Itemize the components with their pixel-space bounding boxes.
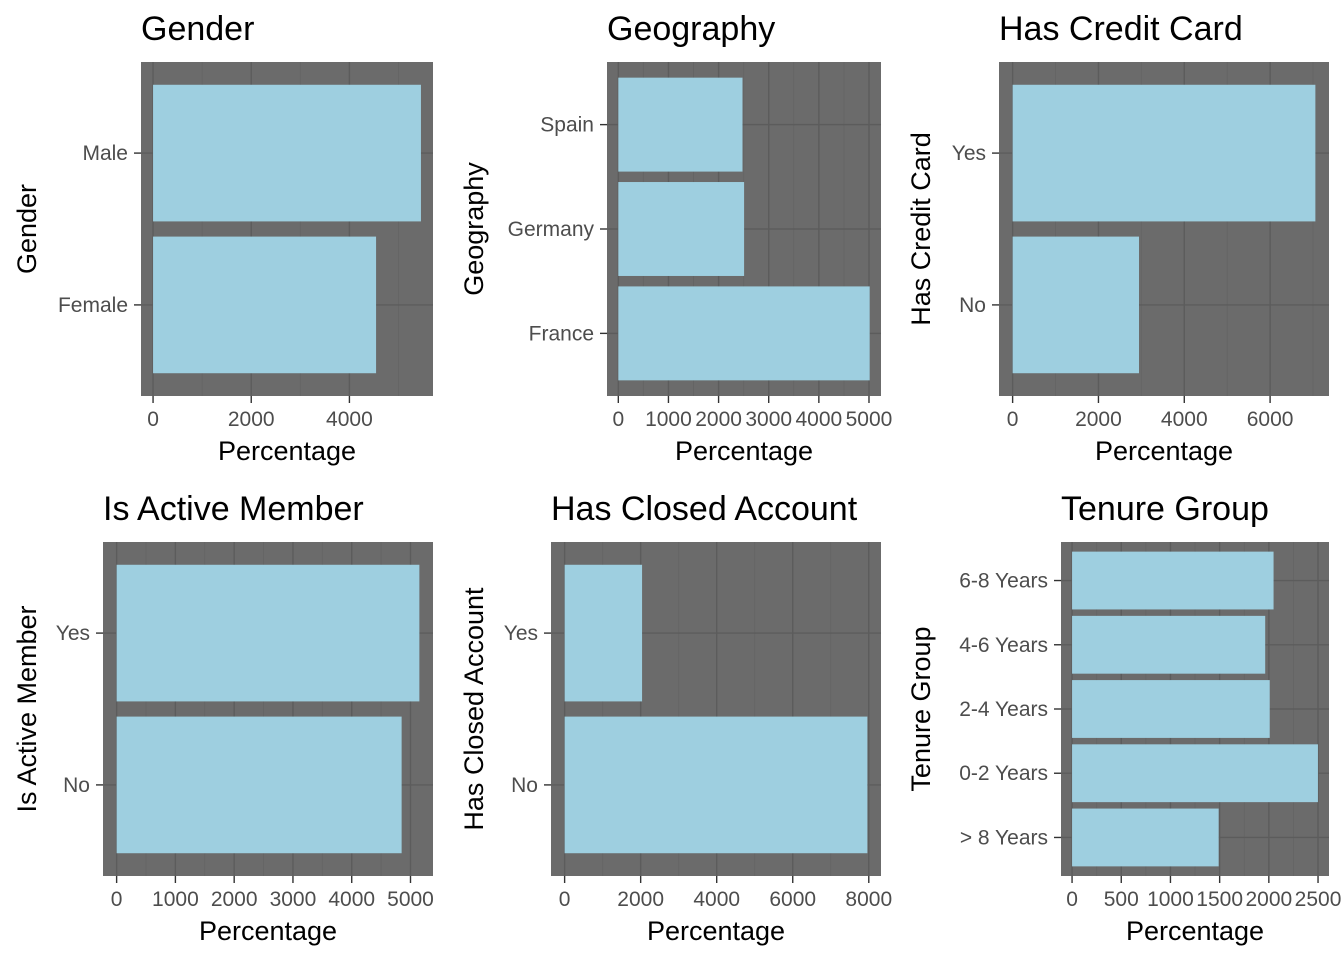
bar-2-4-years [1072,680,1270,738]
y-tick-label: No [63,774,90,797]
y-tick-label: France [529,322,594,345]
x-tick-label: 0 [147,408,159,431]
chart-panel-gender: Female Male 0 2000 4000 Gender Percentage Gende… [12,10,433,466]
bar-0-2-years [1072,744,1318,803]
bar-no [1012,236,1140,374]
y-tick-label: Yes [952,142,986,165]
y-tick-label: Male [82,142,128,165]
bar-yes [564,564,643,702]
x-tick-label: 2000 [695,408,742,431]
x-axis-title: Percentage [1126,916,1264,946]
x-tick-label: 4000 [795,408,842,431]
chart-title: Is Active Member [103,490,364,528]
x-tick-label: 0 [559,888,571,911]
chart-panel-has-credit-card: No Yes 0 2000 4000 6000 Has Credit Card Percent… [906,10,1329,466]
x-tick-label: 2000 [228,408,275,431]
x-tick-label: 3000 [745,408,792,431]
x-tick-label: 1000 [152,888,199,911]
chart-title: Geography [607,10,775,48]
bar-male [153,84,421,222]
chart-panel-has-closed-account: No Yes 0 2000 4000 6000 8000 Has Closed Account… [459,490,892,946]
bar-spain [618,77,743,172]
x-axis-title: Percentage [199,916,337,946]
x-tick-label: 4000 [693,888,740,911]
y-tick-label: No [959,294,986,317]
chart-title: Has Credit Card [999,10,1243,48]
chart-title: Tenure Group [1061,490,1269,528]
x-tick-label: 500 [1104,888,1139,911]
x-tick-label: 8000 [845,888,892,911]
chart-panel-geography: France Germany Spain 0 1000 2000 3000 4000 5000 G… [459,10,892,466]
y-axis-title: Has Credit Card [906,132,936,326]
x-tick-label: 4000 [328,888,375,911]
y-tick-label: 0-2 Years [959,762,1048,785]
x-tick-label: 3000 [270,888,317,911]
x-tick-label: 2000 [1075,408,1122,431]
y-tick-label: Female [58,294,128,317]
x-tick-label: 4000 [1161,408,1208,431]
y-tick-label: 6-8 Years [959,570,1048,593]
bar-no [116,716,402,854]
y-axis-title: Has Closed Account [459,587,489,831]
bar-yes [1012,84,1316,222]
chart-panel-is-active-member: No Yes 0 1000 2000 3000 4000 5000 Is Active Memb… [12,490,434,946]
x-tick-label: 6000 [1247,408,1294,431]
y-axis-title: Gender [12,184,42,274]
x-tick-label: 5000 [846,408,893,431]
x-tick-label: 0 [111,888,123,911]
y-tick-label: 4-6 Years [959,634,1048,657]
bar-female [153,236,377,374]
y-axis-title: Geography [459,162,489,296]
chart-title: Gender [141,10,254,48]
x-tick-label: 0 [1007,408,1019,431]
y-axis-title: Tenure Group [906,626,936,791]
y-tick-label: Yes [56,622,90,645]
y-tick-label: 2-4 Years [959,698,1048,721]
y-axis-title: Is Active Member [12,605,42,812]
x-axis-title: Percentage [675,436,813,466]
x-tick-label: 4000 [326,408,373,431]
y-tick-label: Germany [508,218,595,241]
x-tick-label: 1500 [1196,888,1243,911]
chart-panel-tenure-group: > 8 Years 0-2 Years 2-4 Years 4-6 Years 6-8 … [906,490,1341,946]
bar-germany [618,182,745,276]
bar-6-8-years [1072,551,1274,610]
x-tick-label: 0 [612,408,624,431]
x-axis-title: Percentage [647,916,785,946]
y-tick-label: > 8 Years [960,826,1048,849]
x-tick-label: 6000 [769,888,816,911]
x-tick-label: 1000 [1147,888,1194,911]
bar-france [618,286,870,381]
x-axis-title: Percentage [1095,436,1233,466]
y-tick-label: Spain [540,114,594,137]
x-tick-label: 2000 [211,888,258,911]
x-tick-label: 0 [1066,888,1078,911]
bar-8-years [1072,808,1219,867]
x-tick-label: 1000 [645,408,692,431]
chart-title: Has Closed Account [551,490,858,528]
y-tick-label: No [511,774,538,797]
bar-no [564,716,868,854]
y-tick-label: Yes [504,622,538,645]
bar-yes [116,564,420,702]
x-tick-label: 5000 [387,888,434,911]
x-axis-title: Percentage [218,436,356,466]
x-tick-label: 2000 [1245,888,1292,911]
bar-4-6-years [1072,615,1266,674]
x-tick-label: 2500 [1295,888,1342,911]
x-tick-label: 2000 [617,888,664,911]
